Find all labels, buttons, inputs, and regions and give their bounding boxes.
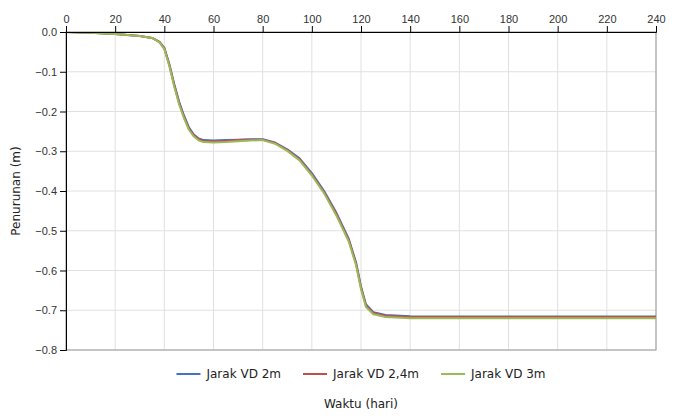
x-tick: 200 — [549, 13, 567, 32]
x-tick-label: 0 — [63, 13, 69, 25]
y-tick-label: −0.8 — [35, 344, 57, 356]
x-tick: 80 — [257, 13, 269, 32]
y-axis-title: Penurunan (m) — [9, 146, 23, 235]
grid-line — [66, 191, 656, 192]
x-axis: 0 20 40 60 80 100 120 140 160 180 200 220 240 — [63, 13, 665, 33]
y-tick-label: −0.5 — [35, 225, 57, 237]
legend-label: Jarak VD 3m — [470, 367, 546, 381]
x-tick-mark — [164, 26, 165, 32]
x-tick-label: 100 — [303, 13, 321, 25]
y-tick: −0.2 — [35, 106, 66, 118]
chart: 0 20 40 60 80 100 120 140 160 180 200 220 240 0.0 −0.1… — [0, 0, 680, 416]
y-tick-mark — [60, 350, 66, 351]
legend-swatch — [441, 373, 465, 375]
legend-item: Jarak VD 3m — [441, 367, 546, 381]
y-tick-label: −0.1 — [35, 66, 57, 78]
x-tick-mark — [312, 26, 313, 32]
x-tick-label: 80 — [257, 13, 269, 25]
grid-line — [66, 111, 656, 112]
x-tick: 0 — [63, 13, 69, 32]
y-tick-label: 0.0 — [42, 26, 57, 38]
y-axis: 0.0 −0.1 −0.2 −0.3 −0.4 −0.5 −0.6 −0.7 −0.8 — [35, 26, 66, 356]
x-tick-label: 160 — [451, 13, 469, 25]
legend-item: Jarak VD 2m — [176, 367, 281, 381]
x-tick: 120 — [352, 13, 370, 32]
legend-label: Jarak VD 2m — [205, 367, 281, 381]
x-tick-mark — [558, 26, 559, 32]
y-tick-mark — [60, 231, 66, 232]
legend: Jarak VD 2m Jarak VD 2,4m Jarak VD 3m — [176, 367, 545, 381]
grid-line — [66, 270, 656, 271]
x-tick: 180 — [500, 13, 518, 32]
x-tick-label: 180 — [500, 13, 518, 25]
grid — [66, 32, 656, 350]
y-tick: −0.3 — [35, 145, 66, 157]
y-tick: 0.0 — [42, 26, 66, 38]
x-tick: 140 — [401, 13, 419, 32]
x-tick-label: 120 — [352, 13, 370, 25]
y-tick-mark — [60, 72, 66, 73]
y-axis-line — [60, 33, 67, 351]
legend-swatch — [303, 373, 327, 375]
x-tick-mark — [459, 26, 460, 32]
y-tick-label: −0.3 — [35, 145, 57, 157]
x-tick-mark — [509, 26, 510, 32]
x-tick-mark — [607, 26, 608, 32]
legend-item: Jarak VD 2,4m — [303, 367, 419, 381]
legend-swatch — [176, 373, 200, 375]
x-tick: 240 — [647, 13, 665, 32]
y-tick-label: −0.4 — [35, 185, 57, 197]
legend-label: Jarak VD 2,4m — [332, 367, 419, 381]
y-tick-label: −0.6 — [35, 265, 57, 277]
x-axis-line — [67, 26, 657, 33]
x-tick-label: 240 — [647, 13, 665, 25]
grid-line — [66, 310, 656, 311]
y-tick-mark — [60, 271, 66, 272]
x-tick-mark — [115, 26, 116, 32]
grid-line — [66, 151, 656, 152]
y-tick-mark — [60, 32, 66, 33]
grid-line — [66, 230, 656, 231]
x-tick-mark — [214, 26, 215, 32]
y-tick-mark — [60, 112, 66, 113]
series-line — [66, 32, 656, 318]
y-tick: −0.8 — [35, 344, 66, 356]
y-tick-label: −0.7 — [35, 304, 57, 316]
x-tick: 40 — [159, 13, 171, 32]
x-tick-mark — [410, 26, 411, 32]
x-tick: 220 — [598, 13, 616, 32]
y-tick: −0.4 — [35, 185, 66, 197]
x-tick: 160 — [451, 13, 469, 32]
x-axis-title: Waktu (hari) — [324, 397, 398, 411]
grid-line — [66, 71, 656, 72]
x-tick-mark — [66, 26, 67, 32]
x-tick-label: 140 — [401, 13, 419, 25]
plot-frame — [66, 32, 656, 350]
x-tick-label: 40 — [159, 13, 171, 25]
x-tick-mark — [361, 26, 362, 32]
y-tick-label: −0.2 — [35, 106, 57, 118]
x-tick-label: 20 — [110, 13, 122, 25]
y-tick-mark — [60, 151, 66, 152]
y-tick: −0.6 — [35, 265, 66, 277]
plot: 0 20 40 60 80 100 120 140 160 180 200 220 240 0.0 −0.1… — [35, 13, 665, 356]
x-tick-label: 220 — [598, 13, 616, 25]
y-tick-mark — [60, 310, 66, 311]
y-tick: −0.1 — [35, 66, 66, 78]
y-tick: −0.7 — [35, 304, 66, 316]
y-tick-mark — [60, 191, 66, 192]
series-line — [66, 32, 656, 317]
x-tick-mark — [656, 26, 657, 32]
x-tick-label: 60 — [208, 13, 220, 25]
x-tick: 20 — [110, 13, 122, 32]
series-line — [66, 32, 656, 317]
y-tick: −0.5 — [35, 225, 66, 237]
x-tick-mark — [263, 26, 264, 32]
lines — [66, 32, 656, 318]
x-tick: 60 — [208, 13, 220, 32]
x-tick: 100 — [303, 13, 321, 32]
x-tick-label: 200 — [549, 13, 567, 25]
